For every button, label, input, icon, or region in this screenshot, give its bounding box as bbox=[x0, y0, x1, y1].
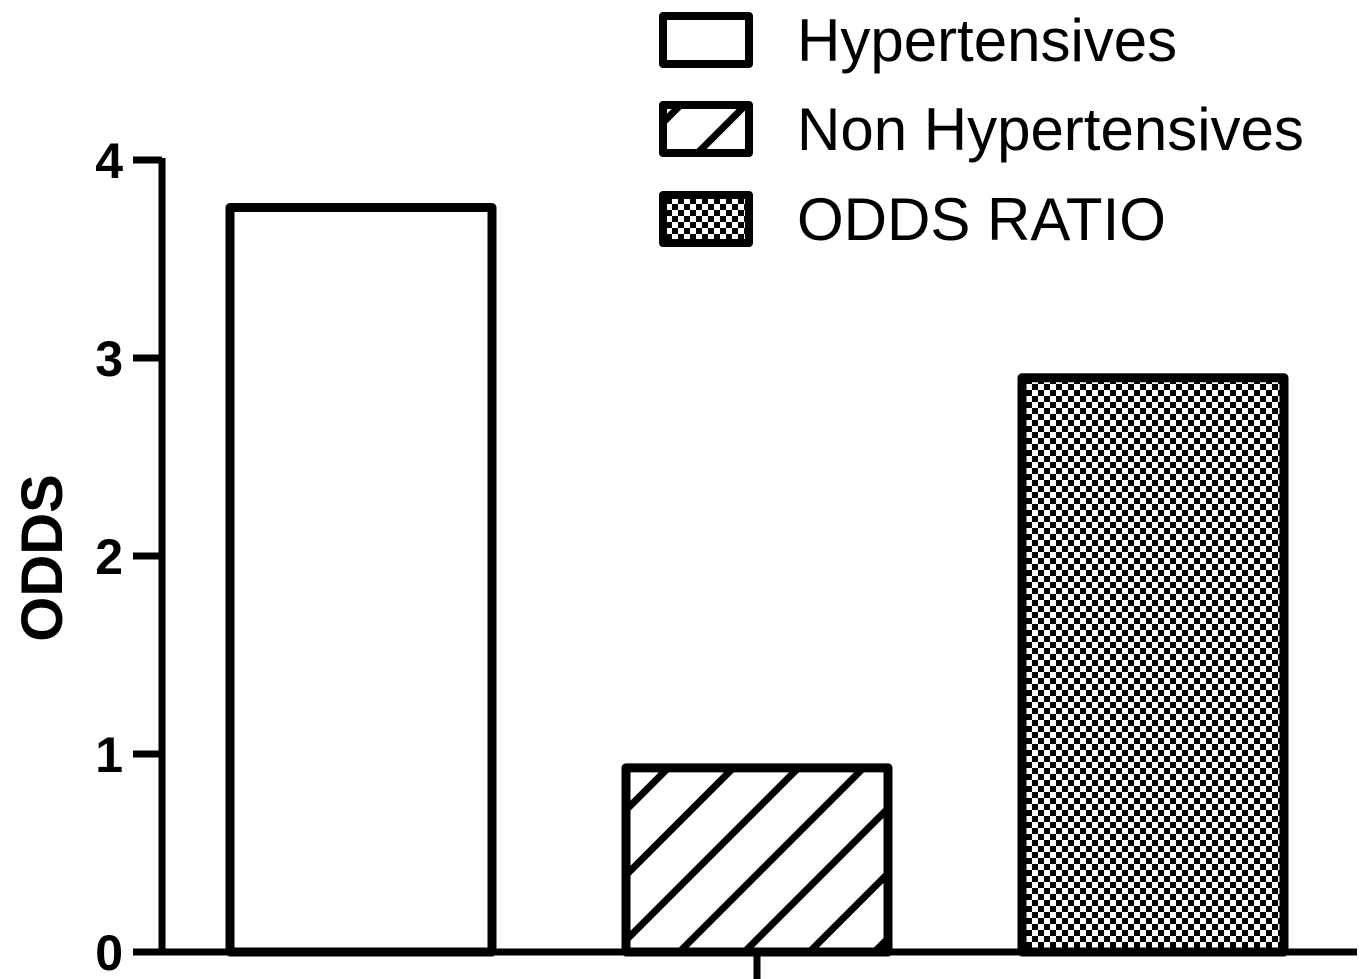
bar-odds-ratio bbox=[1017, 373, 1289, 957]
y-tick-label: 1 bbox=[95, 727, 123, 783]
y-tick-label: 4 bbox=[95, 133, 123, 189]
y-axis-title: ODDS bbox=[10, 474, 75, 642]
bar-non-hypertensives bbox=[621, 763, 893, 957]
legend-label: Hypertensives bbox=[797, 7, 1177, 74]
legend-label: ODDS RATIO bbox=[797, 186, 1166, 253]
y-axis-ticks: 0 1 2 3 4 bbox=[95, 133, 162, 979]
y-tick-label: 0 bbox=[95, 925, 123, 979]
legend-swatch bbox=[659, 101, 753, 157]
bars bbox=[225, 203, 1289, 957]
y-tick-label: 3 bbox=[95, 331, 123, 387]
legend-label: Non Hypertensives bbox=[797, 96, 1304, 163]
y-tick-label: 2 bbox=[95, 529, 123, 585]
legend-swatch bbox=[659, 191, 753, 247]
legend: Hypertensives Non Hypertensives ODDS RATIO bbox=[659, 7, 1304, 253]
bar-hypertensives bbox=[225, 203, 497, 957]
legend-swatch bbox=[659, 12, 753, 68]
